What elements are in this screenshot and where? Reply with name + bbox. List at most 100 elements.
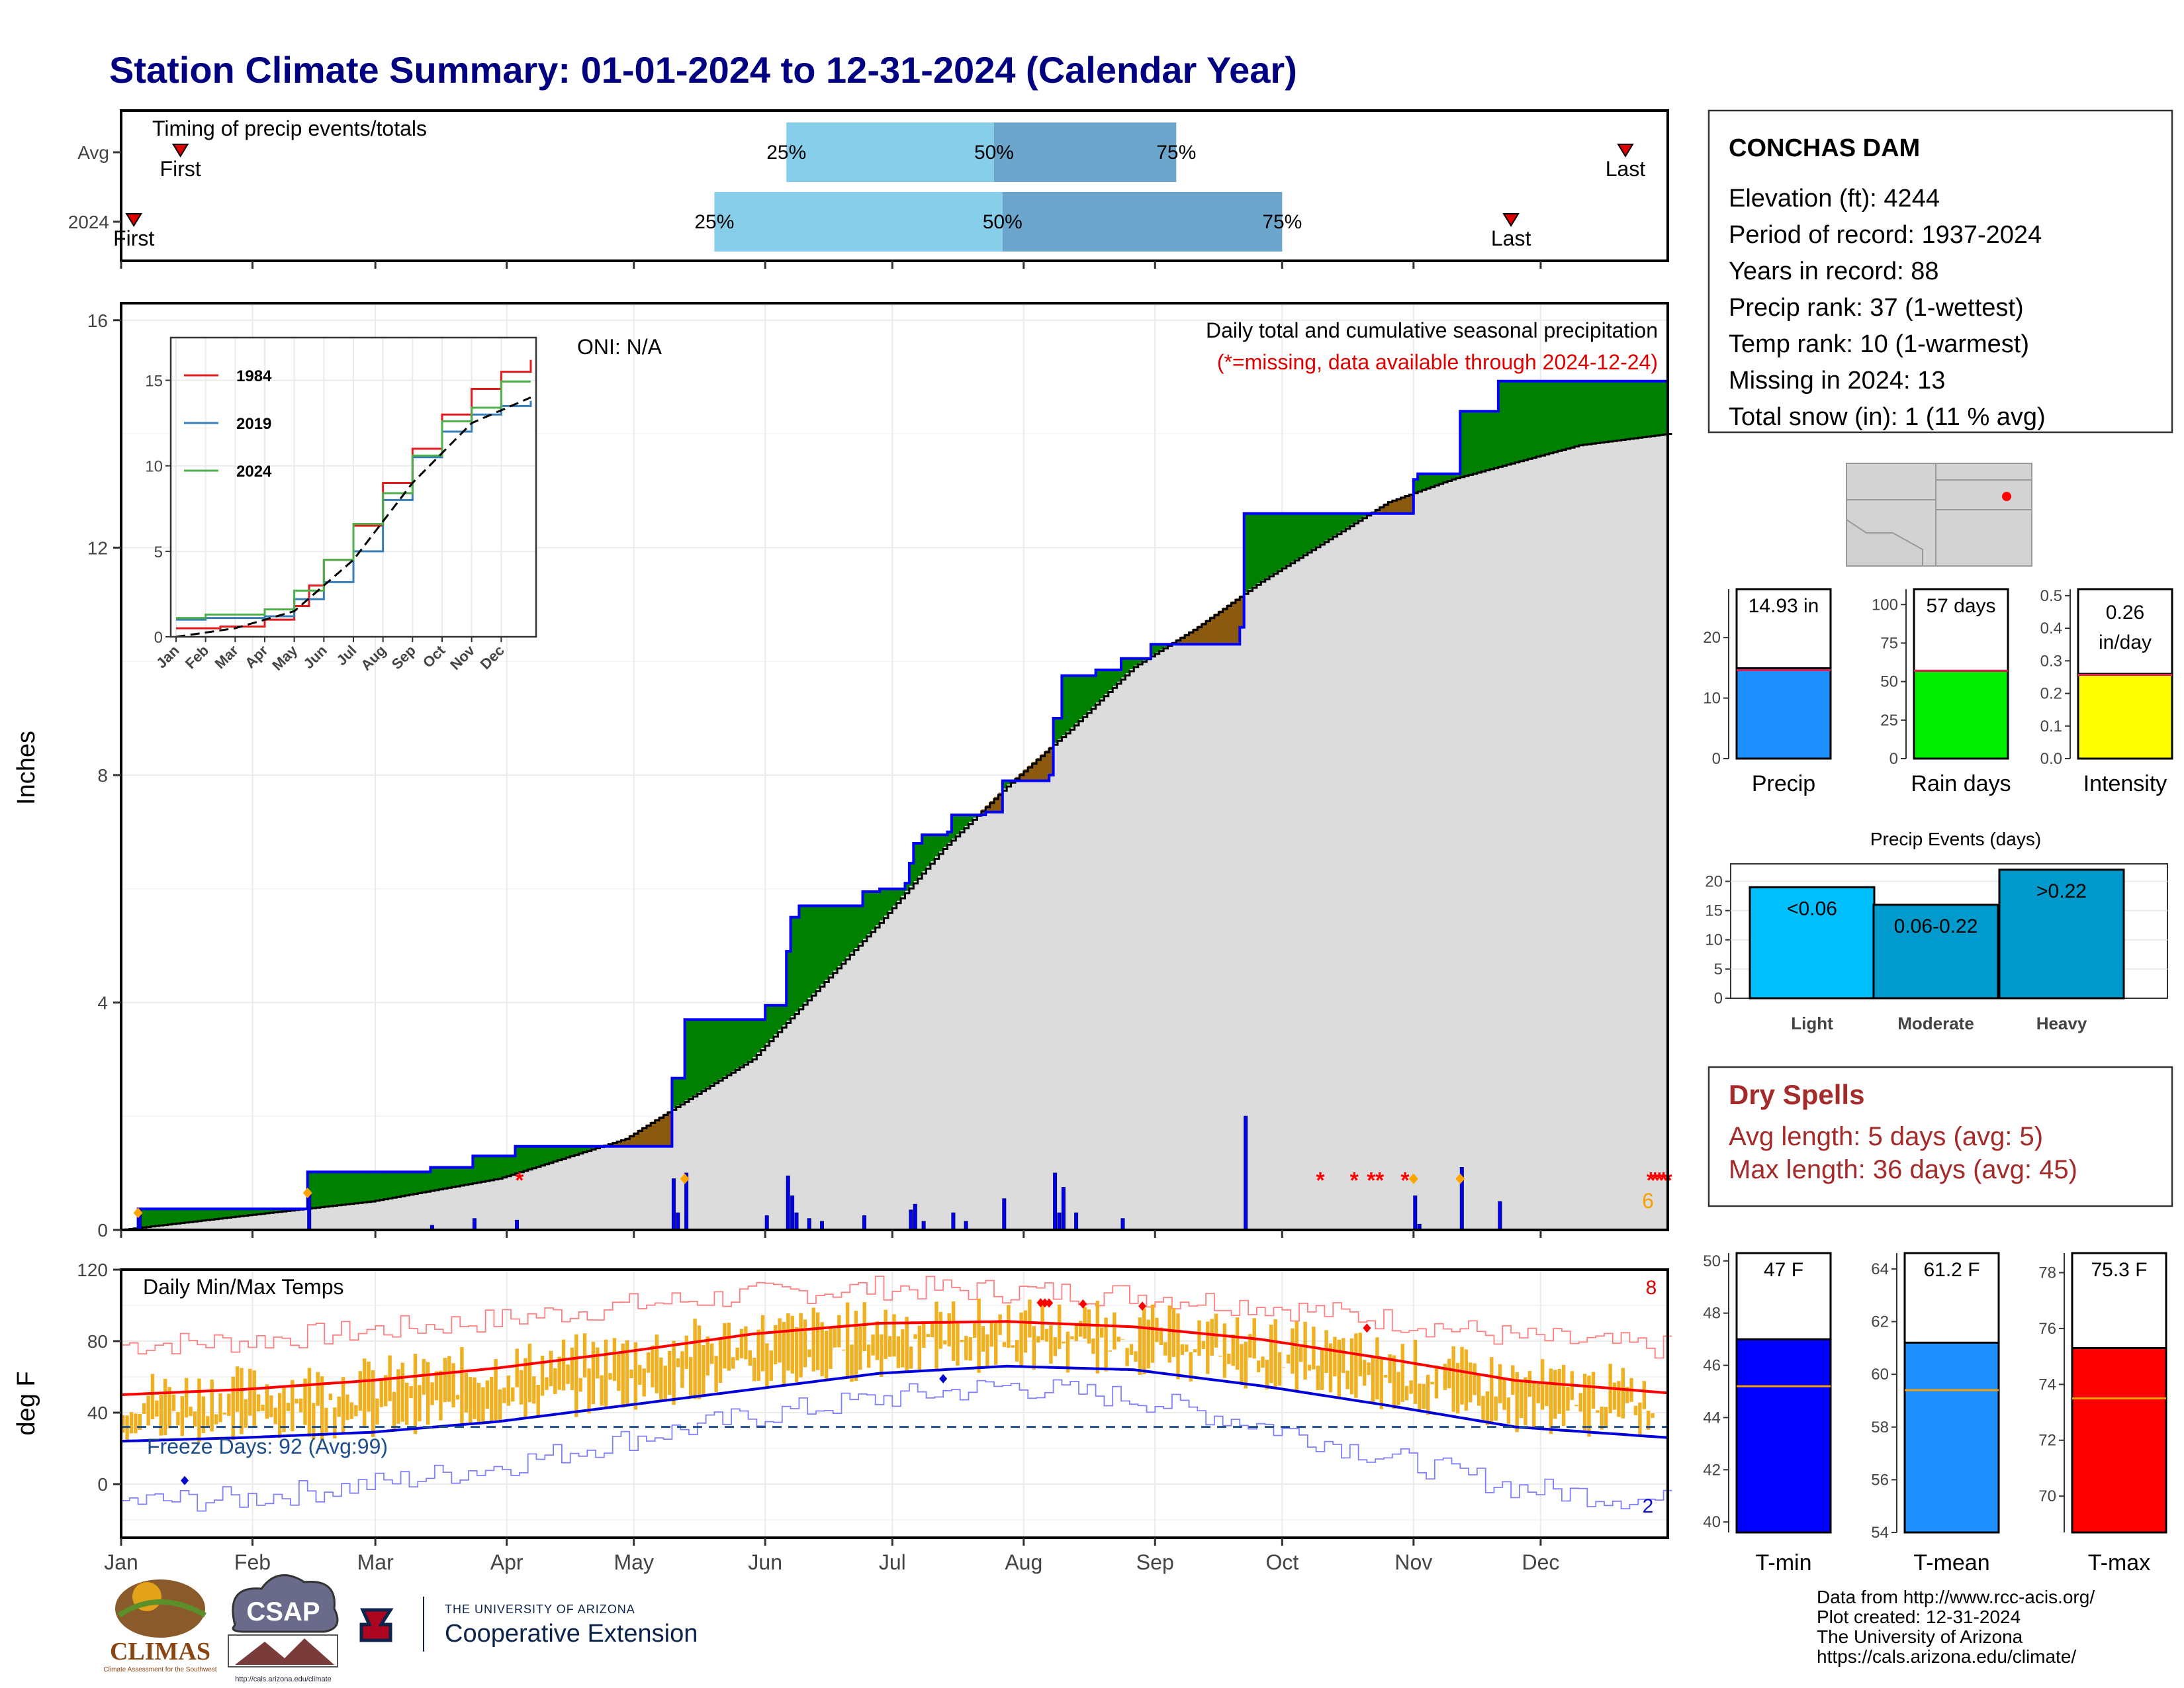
precip-departure-strip [1180, 636, 1185, 645]
inset-series-2024 [176, 380, 531, 620]
daily-temp-bar [896, 1336, 901, 1368]
daily-temp-bar [1532, 1382, 1536, 1430]
daily-temp-bar [1146, 1319, 1150, 1369]
precip-departure-strip [1405, 495, 1410, 514]
precip-departure-strip [277, 1209, 283, 1212]
daily-temp-bar [392, 1391, 396, 1429]
missing-day-marker: * [515, 1168, 524, 1194]
precip-departure-strip [934, 835, 940, 857]
daily-temp-bar [1023, 1310, 1028, 1353]
daily-temp-bar [858, 1327, 862, 1370]
daily-temp-bar [1612, 1382, 1617, 1410]
precip-frame [120, 302, 1669, 1231]
precip-departure-strip [718, 1019, 723, 1080]
precip-departure-strip [1388, 501, 1393, 514]
daily-temp-bar [1561, 1364, 1566, 1426]
precip-departure-strip [744, 1019, 749, 1064]
daily-temp-bar [363, 1358, 367, 1427]
daily-temp-bar [418, 1385, 422, 1422]
precip-departure-strip [702, 1019, 707, 1090]
daily-temp-bar [659, 1357, 663, 1402]
daily-temp-bar [261, 1405, 265, 1411]
precip-departure-strip [1363, 513, 1367, 517]
precip-departure-strip [1451, 473, 1457, 479]
summary-bar-ytick: 40 [1703, 1513, 1721, 1531]
precip-departure-strip [477, 1156, 482, 1182]
events-bar-label: >0.22 [2036, 880, 2087, 902]
precip-departure-strip [1095, 670, 1101, 703]
daily-temp-bar [672, 1340, 676, 1405]
daily-temp-bar [1176, 1313, 1180, 1380]
precip-departure-strip [180, 1209, 185, 1223]
precip-departure-strip [1519, 381, 1524, 461]
precip-departure-strip [739, 1019, 745, 1066]
daily-temp-bar [680, 1351, 684, 1388]
daily-temp-bar [977, 1298, 981, 1373]
timing-row-label: 2024 [68, 212, 109, 232]
daily-temp-bar [608, 1373, 612, 1380]
csap-url: http://cals.arizona.edu/climate [235, 1675, 332, 1683]
month-label: Apr [490, 1550, 523, 1574]
timing-last-marker-icon [1617, 144, 1634, 158]
daily-temp-bar [1464, 1349, 1469, 1411]
summary-bar-value: 57 days [1926, 595, 1995, 617]
daily-temp-bar [1447, 1358, 1451, 1389]
daily-temp-bar [1460, 1346, 1464, 1405]
daily-temp-bar [1587, 1376, 1591, 1437]
precip-departure-strip [1527, 381, 1533, 459]
precip-departure-strip [752, 1019, 757, 1057]
precip-departure-strip [142, 1209, 147, 1227]
precip-departure-strip [909, 863, 914, 886]
daily-temp-bar [1116, 1336, 1120, 1342]
daily-temp-bar [1167, 1305, 1171, 1363]
station-info-line: Precip rank: 37 (1-wettest) [1729, 294, 2024, 322]
daily-temp-bar [1256, 1360, 1261, 1373]
precip-departure-strip [222, 1209, 228, 1218]
precip-departure-strip [490, 1156, 494, 1180]
precip-departure-strip [1295, 513, 1300, 559]
precip-departure-strip [727, 1019, 732, 1074]
climas-logo: CLIMAS Climate Assessment for the Southw… [103, 1579, 217, 1673]
precip-departure-strip [227, 1209, 232, 1218]
precip-missing-note: (*=missing, data available through 2024-… [1217, 350, 1658, 374]
daily-temp-bar [1540, 1359, 1545, 1410]
daily-temp-bar [973, 1321, 977, 1338]
precip-departure-strip [1574, 381, 1580, 446]
events-ytick: 5 [1714, 961, 1723, 978]
precip-departure-strip [862, 892, 868, 939]
ua-university: THE UNIVERSITY OF ARIZONA [445, 1603, 635, 1616]
precip-departure-strip [1159, 644, 1164, 650]
snow-day-icon [1408, 1173, 1418, 1184]
month-label: Dec [1522, 1550, 1559, 1574]
summary-bar-ytick: 58 [1871, 1419, 1889, 1436]
daily-temp-bar [862, 1302, 866, 1351]
daily-precip-bar [515, 1219, 519, 1231]
missing-day-marker: * [1316, 1168, 1325, 1194]
daily-temp-bar [422, 1359, 426, 1395]
precip-departure-strip [1443, 473, 1448, 482]
summary-bar-ytick: 44 [1703, 1409, 1721, 1427]
summary-bar-ytick: 0 [1889, 750, 1898, 768]
precip-departure-strip [570, 1146, 575, 1156]
daily-precip-bar [862, 1215, 866, 1231]
precip-departure-strip [1023, 769, 1028, 781]
station-info-line: Elevation (ft): 4244 [1729, 185, 1940, 212]
precip-departure-strip [1596, 381, 1601, 444]
daily-temp-bar [256, 1394, 261, 1412]
summary-bar-fill [1735, 667, 1832, 760]
summary-bar-ytick: 50 [1703, 1252, 1721, 1270]
daily-temp-bar [384, 1375, 388, 1407]
precip-departure-strip [1282, 513, 1287, 567]
summary-bar-label: Precip [1752, 771, 1815, 796]
daily-temp-bar [1379, 1358, 1383, 1409]
summary-bar-ytick: 0.5 [2040, 587, 2062, 605]
precip-departure-strip [1121, 658, 1126, 678]
daily-temp-bar [587, 1368, 591, 1414]
daily-temp-bar [1299, 1346, 1303, 1362]
inset-legend-label: 2019 [236, 415, 271, 433]
precip-departure-strip [1138, 658, 1143, 663]
precip-departure-strip [1007, 780, 1012, 785]
station-marker-icon [2002, 492, 2011, 501]
precip-departure-strip [1591, 381, 1596, 444]
